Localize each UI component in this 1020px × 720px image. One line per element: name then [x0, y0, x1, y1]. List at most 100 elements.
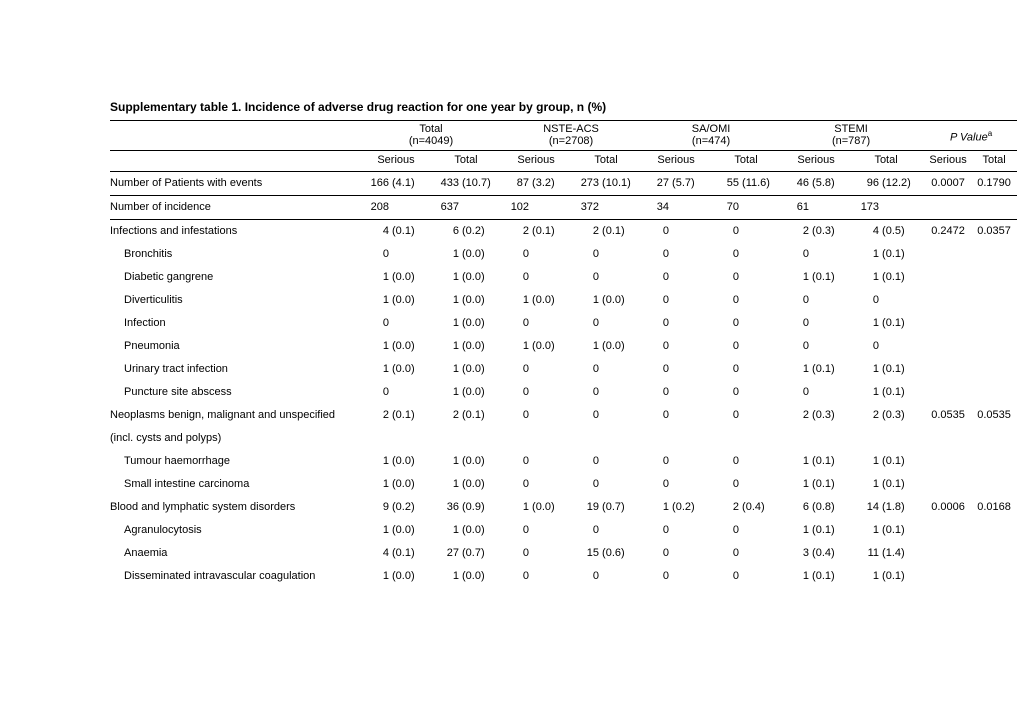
- pvalue-total: [971, 335, 1017, 358]
- cell-pct: (0.0): [459, 358, 497, 381]
- cell-pct: [389, 243, 427, 266]
- cell-pct: (0.0): [389, 289, 427, 312]
- cell-pct: [459, 196, 497, 220]
- cell-n: 637: [435, 196, 459, 220]
- cell-pct: (0.0): [459, 565, 497, 588]
- pvalue-total: [971, 196, 1017, 220]
- cell-pct: [809, 312, 847, 335]
- cell-pct: [529, 381, 567, 404]
- cell-pct: (0.1): [389, 220, 427, 244]
- cell-pct: [669, 196, 707, 220]
- cell-n: 1: [435, 519, 459, 542]
- pvalue-total: [971, 542, 1017, 565]
- cell-pct: [739, 220, 777, 244]
- cell-pct: [599, 519, 637, 542]
- cell-pct: [669, 312, 707, 335]
- cell-pct: (0.0): [389, 519, 427, 542]
- cell-pct: (0.0): [389, 266, 427, 289]
- cell-pct: [669, 335, 707, 358]
- table-row: Disseminated intravascular coagulation1(…: [110, 565, 1017, 588]
- cell-n: 1: [435, 473, 459, 496]
- cell-n: [715, 427, 739, 450]
- cell-n: 1: [855, 450, 879, 473]
- cell-pct: [879, 427, 917, 450]
- cell-pct: [529, 312, 567, 335]
- pvalue-serious: [925, 266, 971, 289]
- cell-pct: [739, 427, 777, 450]
- table-body: Number of Patients with events166(4.1)43…: [110, 172, 1017, 589]
- cell-pct: [529, 404, 567, 427]
- pvalue-serious: [925, 519, 971, 542]
- group-header: NSTE-ACS: [505, 121, 637, 136]
- cell-pct: (0.0): [459, 266, 497, 289]
- cell-n: 1: [645, 496, 669, 519]
- cell-pct: [809, 289, 847, 312]
- header-n-row: (n=4049) (n=2708) (n=474) (n=787): [110, 135, 1017, 151]
- cell-pct: [879, 335, 917, 358]
- table-row: Pneumonia1(0.0)1(0.0)1(0.0)1(0.0)0000: [110, 335, 1017, 358]
- cell-n: 0: [505, 404, 529, 427]
- cell-pct: (0.3): [809, 220, 847, 244]
- pvalue-serious: [925, 335, 971, 358]
- cell-pct: (0.1): [809, 473, 847, 496]
- pvalue-header: P Value: [950, 132, 988, 144]
- cell-n: 1: [435, 312, 459, 335]
- row-label: Small intestine carcinoma: [110, 473, 365, 496]
- cell-pct: (0.3): [809, 404, 847, 427]
- group-header: Total: [365, 121, 497, 136]
- cell-n: 0: [365, 312, 389, 335]
- cell-n: 0: [645, 404, 669, 427]
- table-row: Number of Patients with events166(4.1)43…: [110, 172, 1017, 196]
- cell-n: 0: [785, 243, 809, 266]
- cell-pct: [529, 565, 567, 588]
- cell-pct: [669, 243, 707, 266]
- cell-n: 0: [715, 266, 739, 289]
- cell-pct: [669, 289, 707, 312]
- cell-n: 0: [715, 404, 739, 427]
- pvalue-serious: [925, 289, 971, 312]
- row-label: Neoplasms benign, malignant and unspecif…: [110, 404, 365, 427]
- cell-n: 2: [785, 404, 809, 427]
- row-label: Infection: [110, 312, 365, 335]
- cell-pct: [389, 427, 427, 450]
- cell-n: 208: [365, 196, 389, 220]
- cell-pct: (3.2): [529, 172, 567, 196]
- cell-n: 1: [435, 358, 459, 381]
- cell-n: 0: [715, 519, 739, 542]
- cell-pct: [599, 312, 637, 335]
- cell-n: 372: [575, 196, 599, 220]
- cell-n: 0: [575, 243, 599, 266]
- cell-n: 1: [575, 335, 599, 358]
- cell-n: 0: [575, 266, 599, 289]
- cell-pct: (0.1): [809, 266, 847, 289]
- table-row: Tumour haemorrhage1(0.0)1(0.0)00001(0.1)…: [110, 450, 1017, 473]
- cell-n: 433: [435, 172, 459, 196]
- cell-n: 0: [505, 243, 529, 266]
- pvalue-total: 0.0535: [971, 404, 1017, 427]
- cell-pct: [809, 196, 847, 220]
- cell-n: 1: [365, 473, 389, 496]
- pvalue-serious: [925, 542, 971, 565]
- table-row: Anaemia4(0.1)27(0.7)015(0.6)003(0.4)11(1…: [110, 542, 1017, 565]
- cell-pct: [529, 243, 567, 266]
- cell-n: 1: [435, 565, 459, 588]
- cell-n: 0: [365, 381, 389, 404]
- pvalue-sup: a: [988, 129, 992, 138]
- cell-n: 6: [785, 496, 809, 519]
- cell-n: 0: [575, 358, 599, 381]
- cell-n: 1: [365, 450, 389, 473]
- cell-pct: [669, 565, 707, 588]
- pvalue-total: [971, 312, 1017, 335]
- cell-n: 0: [575, 312, 599, 335]
- cell-pct: [599, 196, 637, 220]
- cell-n: 0: [855, 335, 879, 358]
- cell-pct: [669, 450, 707, 473]
- cell-pct: (0.0): [599, 289, 637, 312]
- row-label: Diverticulitis: [110, 289, 365, 312]
- cell-n: 0: [645, 565, 669, 588]
- cell-pct: [599, 266, 637, 289]
- cell-pct: [669, 427, 707, 450]
- cell-pct: (0.0): [459, 243, 497, 266]
- pvalue-serious: [925, 196, 971, 220]
- pvalue-total: [971, 427, 1017, 450]
